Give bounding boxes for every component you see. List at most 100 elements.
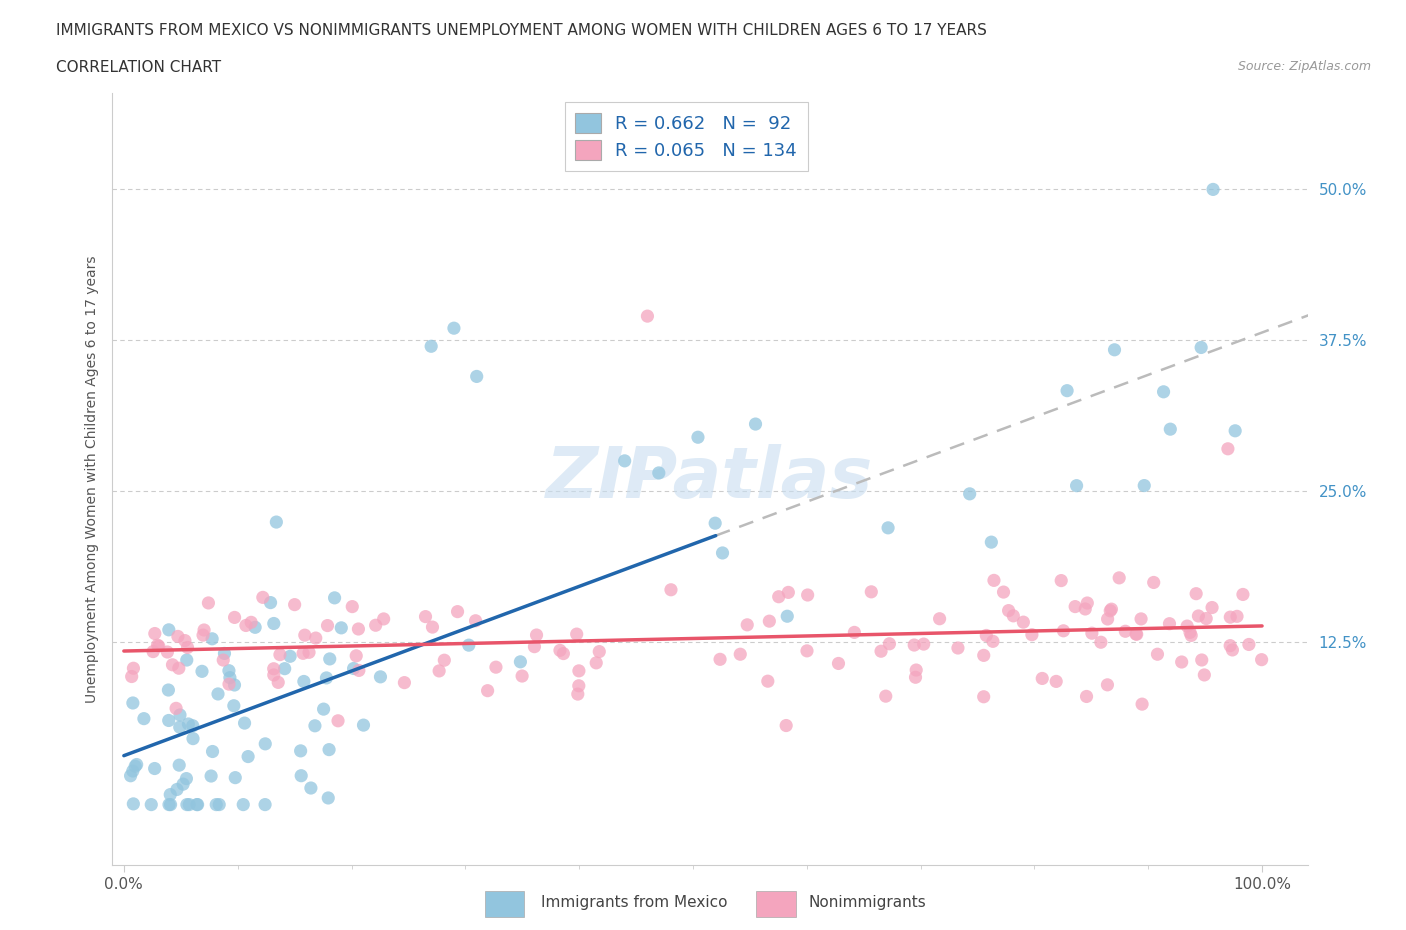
Point xyxy=(208,797,231,812)
Point xyxy=(477,684,499,698)
Point xyxy=(973,689,995,704)
Point xyxy=(132,711,155,726)
Point xyxy=(464,613,486,628)
Point xyxy=(266,514,288,529)
Point xyxy=(263,661,285,676)
Point xyxy=(567,686,589,701)
Point xyxy=(159,787,181,802)
Point xyxy=(259,595,281,610)
Point xyxy=(1180,628,1202,643)
Point xyxy=(290,768,312,783)
Point xyxy=(142,644,165,659)
Point xyxy=(201,631,224,646)
Point xyxy=(125,757,148,772)
Point xyxy=(1219,638,1241,653)
Point xyxy=(1130,697,1153,711)
Point xyxy=(796,644,818,658)
Point xyxy=(305,631,328,645)
Point xyxy=(240,615,263,630)
Point xyxy=(758,614,780,629)
Point xyxy=(1021,627,1043,642)
Point xyxy=(870,644,893,658)
Point xyxy=(290,743,312,758)
Point xyxy=(243,620,266,635)
Point xyxy=(176,640,198,655)
Point xyxy=(704,516,727,531)
Point xyxy=(1185,586,1208,601)
Point xyxy=(648,466,671,481)
Point xyxy=(1076,595,1098,610)
Legend: R = 0.662   N =  92, R = 0.065   N = 134: R = 0.662 N = 92, R = 0.065 N = 134 xyxy=(565,102,807,171)
Point xyxy=(776,609,799,624)
Point xyxy=(1099,604,1122,618)
Point xyxy=(1202,182,1225,197)
Point xyxy=(1153,384,1175,399)
Point xyxy=(877,521,900,536)
Point xyxy=(912,637,935,652)
Point xyxy=(523,639,546,654)
Point xyxy=(981,634,1004,649)
Point xyxy=(427,663,450,678)
Point xyxy=(904,670,927,684)
Point xyxy=(1143,575,1166,590)
Point xyxy=(344,648,367,663)
Point xyxy=(273,661,295,676)
Point xyxy=(993,585,1015,600)
Point xyxy=(1237,637,1260,652)
Point xyxy=(157,713,180,728)
Point xyxy=(730,646,752,661)
Point xyxy=(235,618,257,633)
Point xyxy=(420,339,443,353)
Point xyxy=(974,628,997,643)
Point xyxy=(1170,655,1192,670)
Point xyxy=(415,609,437,624)
Point xyxy=(457,638,479,653)
Point xyxy=(167,629,190,644)
Point xyxy=(364,618,387,632)
Point xyxy=(613,454,636,469)
Point xyxy=(946,641,969,656)
Point xyxy=(636,309,658,324)
Point xyxy=(330,620,353,635)
Point xyxy=(347,663,370,678)
Point xyxy=(1133,478,1156,493)
Point xyxy=(312,702,335,717)
Point xyxy=(973,648,995,663)
Point xyxy=(1114,624,1136,639)
Point xyxy=(121,696,143,711)
Point xyxy=(254,797,277,812)
Point xyxy=(373,612,395,627)
Point xyxy=(157,683,180,698)
Point xyxy=(1250,652,1272,667)
Point xyxy=(1219,610,1241,625)
Point xyxy=(1097,677,1119,692)
Point xyxy=(1195,611,1218,626)
Point xyxy=(122,796,145,811)
Text: ZIPatlas: ZIPatlas xyxy=(547,445,873,513)
Point xyxy=(252,590,274,604)
Point xyxy=(394,675,416,690)
Point xyxy=(197,595,219,610)
Point xyxy=(1178,625,1201,640)
Point xyxy=(1187,608,1209,623)
Point xyxy=(1226,609,1249,624)
Point xyxy=(903,638,925,653)
Point xyxy=(166,782,188,797)
Text: IMMIGRANTS FROM MEXICO VS NONIMMIGRANTS UNEMPLOYMENT AMONG WOMEN WITH CHILDREN A: IMMIGRANTS FROM MEXICO VS NONIMMIGRANTS … xyxy=(56,23,987,38)
Point xyxy=(1056,383,1078,398)
Point xyxy=(1194,668,1216,683)
Point xyxy=(122,661,145,676)
Point xyxy=(860,584,883,599)
Point xyxy=(299,780,322,795)
Point xyxy=(233,716,256,731)
Point xyxy=(735,618,758,632)
Point xyxy=(318,742,340,757)
Point xyxy=(205,797,228,812)
Point xyxy=(1050,573,1073,588)
Point xyxy=(1097,612,1119,627)
Point xyxy=(212,653,235,668)
Point xyxy=(263,668,285,683)
Point xyxy=(353,718,375,733)
Point xyxy=(316,790,339,805)
Point xyxy=(1159,421,1181,436)
